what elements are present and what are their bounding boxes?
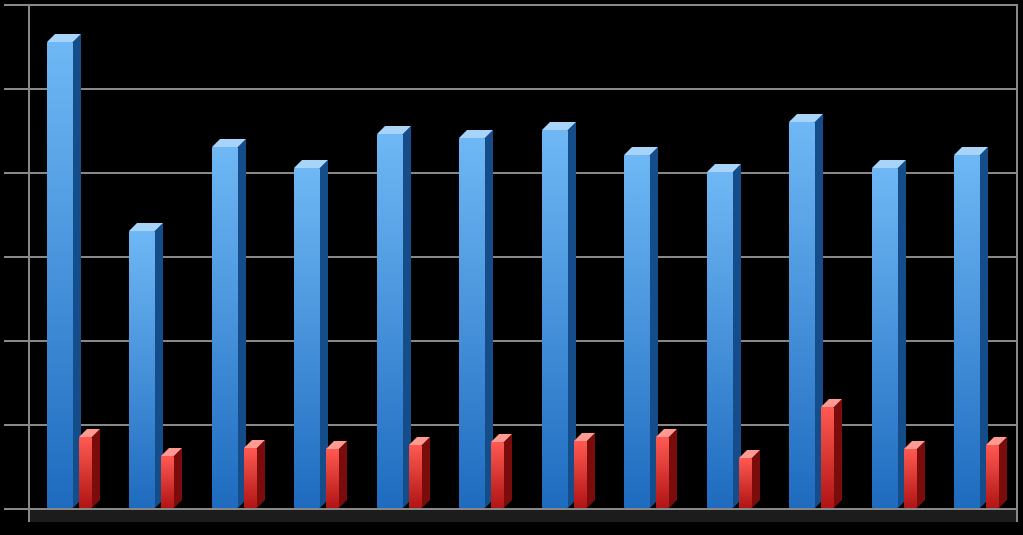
y-tick-stub (4, 4, 28, 6)
bar-group (459, 4, 504, 508)
y-tick-stub (4, 508, 28, 510)
bar-group (377, 4, 422, 508)
bar-series-b (79, 437, 92, 508)
bar-series-a (542, 130, 568, 508)
wall-right (1016, 4, 1018, 522)
bar-series-a (294, 168, 320, 508)
bar-series-a (872, 168, 898, 508)
plot-area (28, 4, 1018, 522)
gridline (28, 424, 1018, 426)
chart-floor (28, 508, 1018, 522)
bar-series-b (409, 445, 422, 508)
bar-series-a (129, 231, 155, 508)
bar-series-a (624, 155, 650, 508)
gridline (28, 508, 1018, 510)
bar-series-b (244, 448, 257, 508)
bar-series-b (161, 456, 174, 508)
bar-chart (0, 0, 1023, 535)
bar-series-a (459, 138, 485, 508)
y-tick-stub (4, 256, 28, 258)
y-tick-stub (4, 340, 28, 342)
bar-group (789, 4, 834, 508)
bar-series-b (326, 449, 339, 508)
gridline (28, 4, 1018, 6)
y-tick-stub (4, 172, 28, 174)
bar-series-b (904, 449, 917, 508)
gridline (28, 340, 1018, 342)
bar-series-b (821, 407, 834, 508)
bar-group (294, 4, 339, 508)
bar-series-a (954, 155, 980, 508)
bar-series-a (789, 122, 815, 508)
y-tick-stub (4, 424, 28, 426)
bar-series-b (986, 445, 999, 508)
wall-left (28, 4, 30, 522)
bar-group (47, 4, 92, 508)
bar-group (954, 4, 999, 508)
bar-series-a (377, 134, 403, 508)
bar-group (542, 4, 587, 508)
gridline (28, 88, 1018, 90)
bar-group (129, 4, 174, 508)
bar-series-a (47, 42, 73, 508)
bar-series-b (491, 442, 504, 508)
y-tick-stub (4, 88, 28, 90)
bar-series-a (707, 172, 733, 508)
bar-group (872, 4, 917, 508)
bar-series-b (656, 437, 669, 508)
bar-series-b (574, 441, 587, 508)
bar-series-b (739, 458, 752, 508)
bar-group (707, 4, 752, 508)
gridline (28, 256, 1018, 258)
bar-series-a (212, 147, 238, 508)
gridline (28, 172, 1018, 174)
bar-group (624, 4, 669, 508)
bar-group (212, 4, 257, 508)
